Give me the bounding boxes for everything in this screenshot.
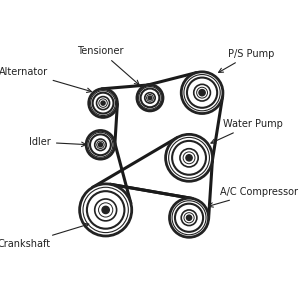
Text: Water Pump: Water Pump (211, 119, 283, 143)
Circle shape (186, 155, 192, 161)
Circle shape (98, 143, 103, 147)
Circle shape (199, 89, 205, 96)
Circle shape (165, 134, 212, 181)
Circle shape (186, 215, 192, 220)
Text: Idler: Idler (29, 137, 86, 147)
Circle shape (101, 101, 105, 105)
Circle shape (102, 206, 109, 214)
Text: A/C Compressor: A/C Compressor (208, 187, 298, 207)
Circle shape (148, 96, 152, 100)
Text: Alternator: Alternator (0, 67, 91, 92)
Text: P/S Pump: P/S Pump (219, 49, 274, 72)
Text: Crankshaft: Crankshaft (0, 223, 89, 249)
Circle shape (80, 184, 132, 236)
Circle shape (137, 85, 163, 111)
Text: Tensioner: Tensioner (77, 46, 139, 85)
Circle shape (181, 72, 223, 113)
Circle shape (169, 198, 208, 237)
Circle shape (86, 130, 115, 159)
Circle shape (89, 89, 117, 117)
